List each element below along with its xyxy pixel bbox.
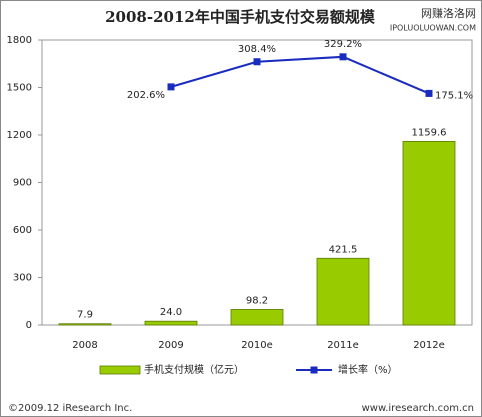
y-tick-label: 900: [13, 178, 32, 189]
bar-value-label: 98.2: [246, 295, 268, 306]
watermark: IPOLUOLUOWAN.COM: [390, 24, 476, 33]
x-tick-label: 2010e: [241, 340, 273, 351]
bar-value-label: 421.5: [329, 244, 358, 255]
footer: ©2009.12 iResearch Inc.: [8, 403, 132, 414]
x-tick-label: 2011e: [327, 340, 359, 351]
x-tick-label: 2012e: [413, 340, 445, 351]
line-marker: [425, 89, 433, 97]
line-marker: [339, 53, 347, 61]
bar: [230, 309, 284, 326]
legend-label: 增长率（%）: [338, 363, 398, 376]
line-value-label: 308.4%: [238, 44, 276, 55]
bar-value-label: 7.9: [77, 310, 93, 321]
bar: [402, 140, 456, 326]
y-tick-label: 1500: [7, 83, 32, 94]
line-value-label: 329.2%: [324, 39, 362, 50]
line-value-label: 202.6%: [127, 90, 165, 101]
legend-swatch: [99, 365, 141, 375]
y-tick-label: 1800: [7, 35, 32, 46]
line-value-label: 175.1%: [435, 90, 473, 101]
bar: [58, 323, 112, 326]
y-tick-label: 1200: [7, 130, 32, 141]
line-marker: [253, 58, 261, 66]
chart-title: 2008-2012年中国手机支付交易额规模: [105, 8, 376, 26]
x-tick-label: 2008: [72, 340, 97, 351]
bar: [144, 320, 198, 326]
bar-value-label: 1159.6: [412, 127, 447, 138]
y-tick-label: 300: [13, 273, 32, 284]
bar: [316, 257, 370, 326]
footer: www.iresearch.com.cn: [362, 403, 474, 414]
y-tick-label: 0: [26, 320, 32, 331]
bar-value-label: 24.0: [160, 307, 182, 318]
line-marker: [167, 83, 175, 91]
legend-label: 手机支付规模（亿元）: [144, 363, 244, 376]
x-tick-label: 2009: [158, 340, 183, 351]
growth-line: [170, 55, 430, 95]
watermark: 网赚洛洛网: [421, 6, 476, 20]
legend-swatch: [310, 366, 318, 374]
y-tick-label: 600: [13, 225, 32, 236]
